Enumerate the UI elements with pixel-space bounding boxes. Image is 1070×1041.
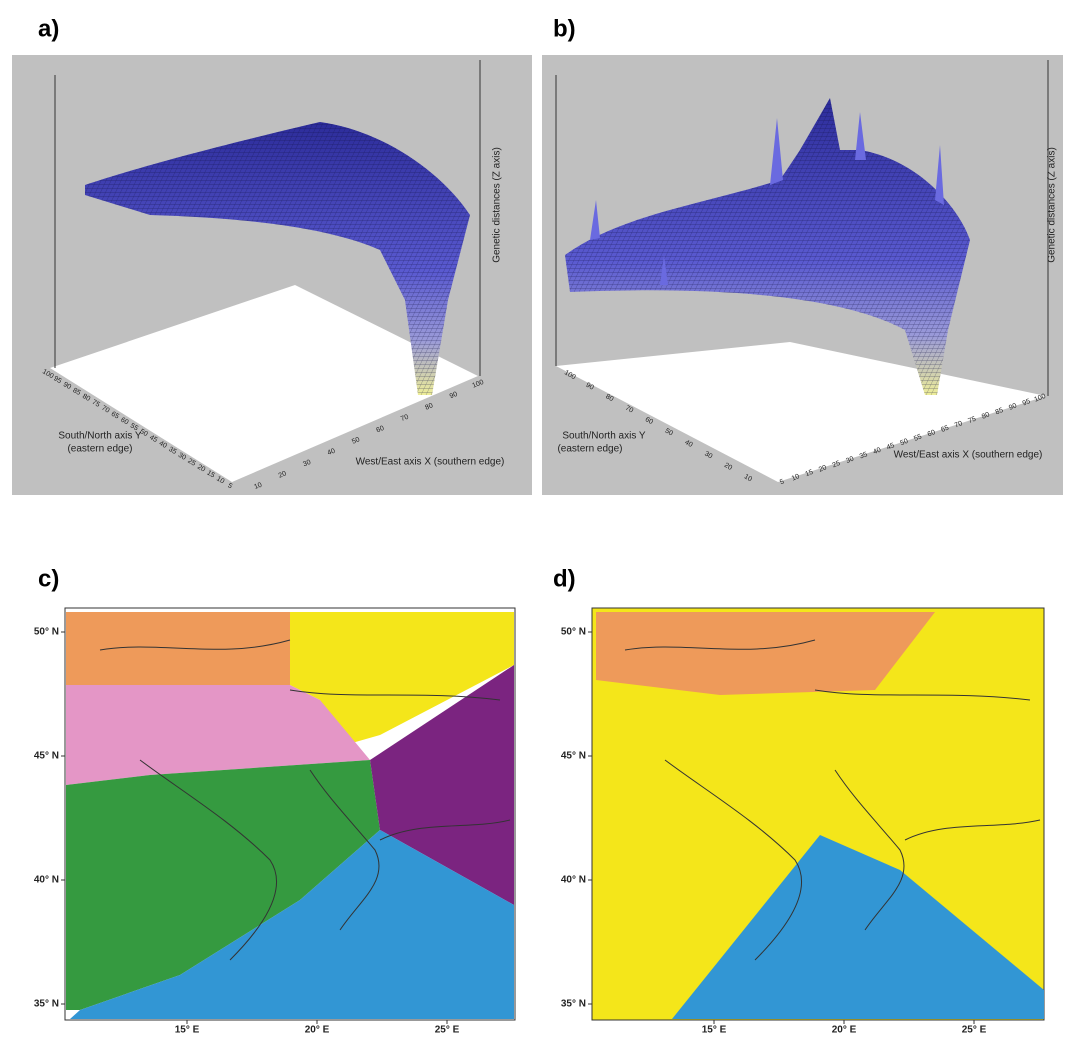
y-tick-label: 5 xyxy=(226,482,233,490)
y-axis-label: (eastern edge) xyxy=(67,444,132,455)
y-tick-label: 85 xyxy=(71,387,81,397)
lat-tick-label: 35° N xyxy=(561,999,586,1010)
x-tick-label: 75 xyxy=(967,416,977,425)
map xyxy=(591,607,1045,1021)
y-tick-label: 100 xyxy=(41,368,55,380)
lon-tick-label: 25° E xyxy=(962,1025,987,1036)
lat-tick-label: 50° N xyxy=(34,627,59,638)
x-tick-label: 20 xyxy=(818,464,828,473)
y-axis-label: South/North axis Y xyxy=(562,431,646,442)
lat-tick-label: 45° N xyxy=(561,751,586,762)
y-tick-label: 35 xyxy=(167,446,177,456)
floor xyxy=(50,285,478,482)
x-tick-label: 30 xyxy=(302,459,312,468)
y-tick-label: 65 xyxy=(110,411,120,421)
panel-label: c) xyxy=(38,565,59,592)
y-tick-label: 20 xyxy=(723,462,733,472)
y-tick-label: 70 xyxy=(624,405,634,415)
y-tick-label: 50 xyxy=(139,428,149,438)
y-tick-label: 40 xyxy=(158,440,168,450)
lon-tick-label: 20° E xyxy=(832,1025,857,1036)
x-tick-label: 80 xyxy=(424,402,434,411)
x-axis-label: West/East axis X (southern edge) xyxy=(356,457,505,468)
x-tick-label: 65 xyxy=(940,424,950,433)
x-tick-label: 5 xyxy=(779,478,785,486)
y-tick-label: 25 xyxy=(186,458,196,468)
x-tick-label: 40 xyxy=(872,447,882,456)
panel-label: d) xyxy=(553,565,576,592)
x-tick-label: 60 xyxy=(927,429,937,438)
x-tick-label: 10 xyxy=(791,473,801,482)
y-tick-label: 80 xyxy=(604,393,614,403)
y-tick-label: 15 xyxy=(206,470,216,480)
lat-tick-label: 40° N xyxy=(34,875,59,886)
x-tick-label: 90 xyxy=(1008,402,1018,411)
x-tick-label: 70 xyxy=(954,420,964,429)
surface xyxy=(85,122,470,395)
y-tick-label: 50 xyxy=(664,428,674,438)
y-tick-label: 30 xyxy=(177,452,187,462)
map xyxy=(64,607,516,1021)
x-tick-label: 90 xyxy=(449,391,459,400)
x-tick-label: 20 xyxy=(278,470,288,479)
lon-tick-label: 15° E xyxy=(702,1025,727,1036)
panel-label: a) xyxy=(38,15,59,42)
x-tick-label: 30 xyxy=(845,455,855,464)
x-tick-label: 40 xyxy=(327,448,337,457)
lat-tick-label: 45° N xyxy=(34,751,59,762)
lat-tick-label: 50° N xyxy=(561,627,586,638)
y-tick-label: 90 xyxy=(585,382,595,392)
y-tick-label: 20 xyxy=(196,464,206,474)
x-tick-label: 60 xyxy=(375,425,385,434)
y-tick-label: 70 xyxy=(100,405,110,415)
x-tick-label: 85 xyxy=(995,407,1005,416)
x-tick-label: 50 xyxy=(899,438,909,447)
x-tick-label: 35 xyxy=(859,451,869,460)
x-tick-label: 80 xyxy=(981,411,991,420)
x-tick-label: 50 xyxy=(351,436,361,445)
x-tick-label: 45 xyxy=(886,442,896,451)
lat-tick-label: 40° N xyxy=(561,875,586,886)
surface xyxy=(565,98,970,395)
z-axis-label: Genetic distances (Z axis) xyxy=(1047,147,1058,263)
y-tick-label: 10 xyxy=(743,473,753,483)
z-axis-label: Genetic distances (Z axis) xyxy=(492,147,503,263)
x-tick-label: 100 xyxy=(1033,393,1047,404)
x-tick-label: 100 xyxy=(471,379,485,390)
lon-tick-label: 15° E xyxy=(175,1025,200,1036)
panel-label: b) xyxy=(553,15,576,42)
y-tick-label: 100 xyxy=(563,369,577,381)
y-tick-label: 55 xyxy=(129,422,139,432)
lon-tick-label: 20° E xyxy=(305,1025,330,1036)
x-tick-label: 25 xyxy=(832,460,842,469)
lat-tick-label: 35° N xyxy=(34,999,59,1010)
y-tick-label: 60 xyxy=(644,416,654,426)
x-axis-label: West/East axis X (southern edge) xyxy=(894,450,1043,461)
y-tick-label: 80 xyxy=(81,393,91,403)
y-tick-label: 90 xyxy=(62,381,72,391)
y-tick-label: 45 xyxy=(148,434,158,444)
y-axis-label: South/North axis Y xyxy=(58,431,142,442)
x-tick-label: 15 xyxy=(804,469,814,478)
lon-tick-label: 25° E xyxy=(435,1025,460,1036)
y-tick-label: 30 xyxy=(703,450,713,460)
x-tick-label: 55 xyxy=(913,433,923,442)
x-tick-label: 70 xyxy=(400,414,410,423)
y-tick-label: 60 xyxy=(119,417,129,427)
y-tick-label: 40 xyxy=(683,439,693,449)
y-tick-label: 95 xyxy=(52,375,62,385)
y-axis-label: (eastern edge) xyxy=(557,444,622,455)
x-tick-label: 95 xyxy=(1022,398,1032,407)
y-tick-label: 75 xyxy=(91,399,101,409)
y-tick-label: 10 xyxy=(215,475,225,485)
x-tick-label: 10 xyxy=(253,482,263,491)
